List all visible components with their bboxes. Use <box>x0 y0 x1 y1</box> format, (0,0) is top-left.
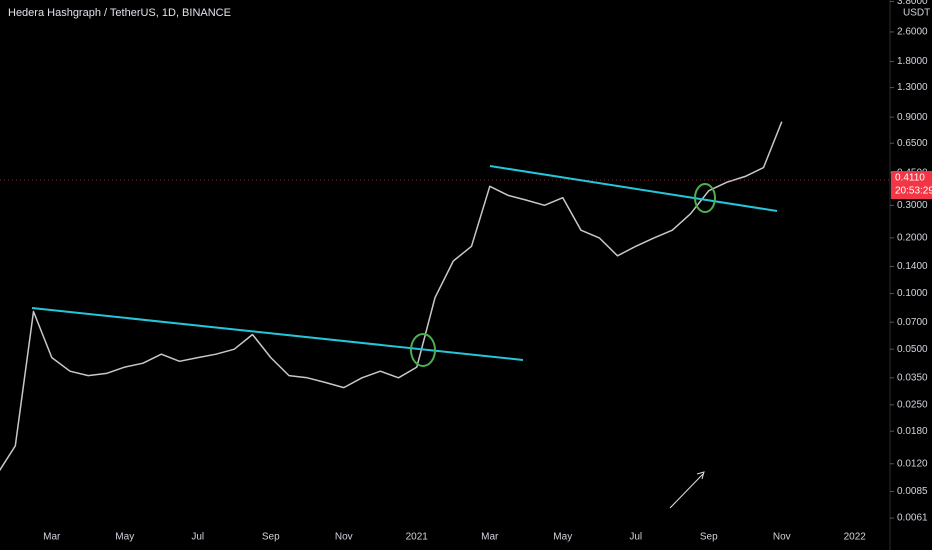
y-tick-label: 0.1400 <box>897 261 928 272</box>
y-tick-label: 0.0085 <box>897 486 928 497</box>
price-line <box>0 121 783 472</box>
x-tick-label: May <box>115 532 134 543</box>
x-tick-label: 2022 <box>844 532 867 543</box>
x-tick-label: Mar <box>43 532 61 543</box>
x-tick-label: 2021 <box>406 532 429 543</box>
y-tick-label: 0.0700 <box>897 317 928 328</box>
x-tick-label: Jul <box>629 532 642 543</box>
y-tick-label: 0.0350 <box>897 372 928 383</box>
y-tick-label: 0.6500 <box>897 138 928 149</box>
y-tick-label: 0.0061 <box>897 513 928 524</box>
y-tick-label: 0.2000 <box>897 233 928 244</box>
y-tick-label: 2.6000 <box>897 27 928 38</box>
trend-line <box>31 307 524 361</box>
chart-title: Hedera Hashgraph / TetherUS, 1D, BINANCE <box>8 7 231 19</box>
x-tick-label: Mar <box>481 532 499 543</box>
y-tick-label: 0.9000 <box>897 112 928 123</box>
highlight-circle <box>694 183 716 213</box>
x-tick-label: Sep <box>700 532 718 543</box>
y-tick-label: 0.0250 <box>897 399 928 410</box>
y-tick-label: 0.1000 <box>897 288 928 299</box>
y-tick-label: 0.0180 <box>897 426 928 437</box>
y-tick-label: 0.0120 <box>897 458 928 469</box>
y-tick-label: 1.8000 <box>897 56 928 67</box>
x-tick-label: Sep <box>262 532 280 543</box>
y-tick-label: 0.3000 <box>897 200 928 211</box>
highlight-circle <box>410 333 436 367</box>
x-tick-label: Nov <box>335 532 353 543</box>
y-axis-label: USDT <box>903 8 930 19</box>
x-tick-label: May <box>553 532 572 543</box>
arrow <box>669 473 704 509</box>
plot-area <box>0 121 890 472</box>
y-tick-label: 0.0500 <box>897 344 928 355</box>
x-tick-label: Nov <box>773 532 791 543</box>
arrow-head <box>696 471 705 480</box>
last-price-box <box>891 171 932 200</box>
trend-line <box>489 165 778 212</box>
countdown: 20:53:29 <box>895 186 932 197</box>
y-tick-label: 3.8000 <box>897 0 928 7</box>
last-price-label: 0.4110 <box>895 173 925 184</box>
x-tick-label: Jul <box>191 532 204 543</box>
y-tick-label: 1.3000 <box>897 82 928 93</box>
